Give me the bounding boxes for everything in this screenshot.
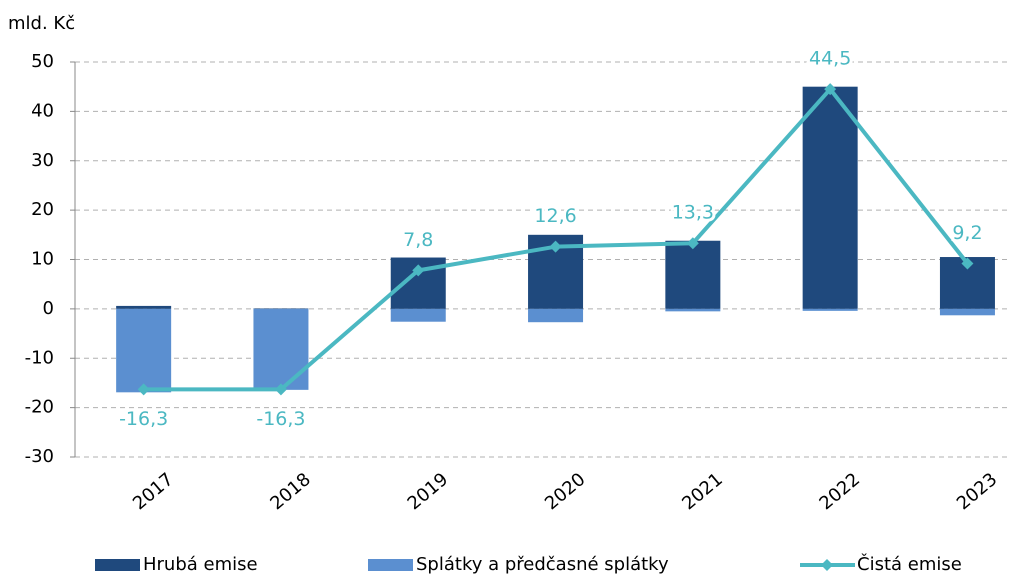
bar [116,305,172,309]
y-axis-label: mld. Kč [8,13,75,34]
legend-swatch [95,559,140,571]
bar [528,308,584,323]
x-tick-label: 2020 [541,469,590,515]
value-label: 12,6 [534,205,576,227]
y-tick-label: 30 [31,150,54,171]
marker [549,240,562,253]
legend-label: Čistá emise [857,553,962,575]
marker [961,257,974,270]
legend-swatch [368,559,413,571]
y-tick-label: 50 [31,51,54,72]
bar [253,308,309,390]
marker [824,83,837,96]
bar [802,308,858,311]
legend-swatch [821,559,833,571]
bar [802,86,858,309]
y-tick-label: 0 [43,298,54,319]
legend-label: Splátky a předčasné splátky [416,554,669,575]
y-tick-label: 10 [31,249,54,270]
value-label: 44,5 [809,48,851,70]
value-label: 13,3 [672,202,714,224]
marker [686,237,699,250]
marker [274,383,287,396]
bar [665,308,721,312]
x-tick-label: 2023 [953,469,1002,515]
y-tick-label: 40 [31,100,54,121]
x-tick-label: 2021 [678,469,727,515]
value-label: -16,3 [256,408,305,430]
y-tick-label: -30 [25,446,54,467]
bar [390,308,446,322]
x-tick-label: 2017 [129,469,178,515]
bar [939,308,995,316]
y-tick-label: -10 [25,347,54,368]
x-tick-label: 2019 [404,469,453,515]
marker [412,264,425,277]
value-label: -16,3 [119,408,168,430]
value-label: 9,2 [952,222,982,244]
legend-label: Hrubá emise [143,554,258,575]
bar [116,308,172,393]
bar [665,240,721,309]
y-tick-label: 20 [31,199,54,220]
x-tick-label: 2018 [266,469,315,515]
x-tick-label: 2022 [816,469,865,515]
marker [137,383,150,396]
value-label: 7,8 [403,229,433,251]
y-tick-label: -20 [25,397,54,418]
